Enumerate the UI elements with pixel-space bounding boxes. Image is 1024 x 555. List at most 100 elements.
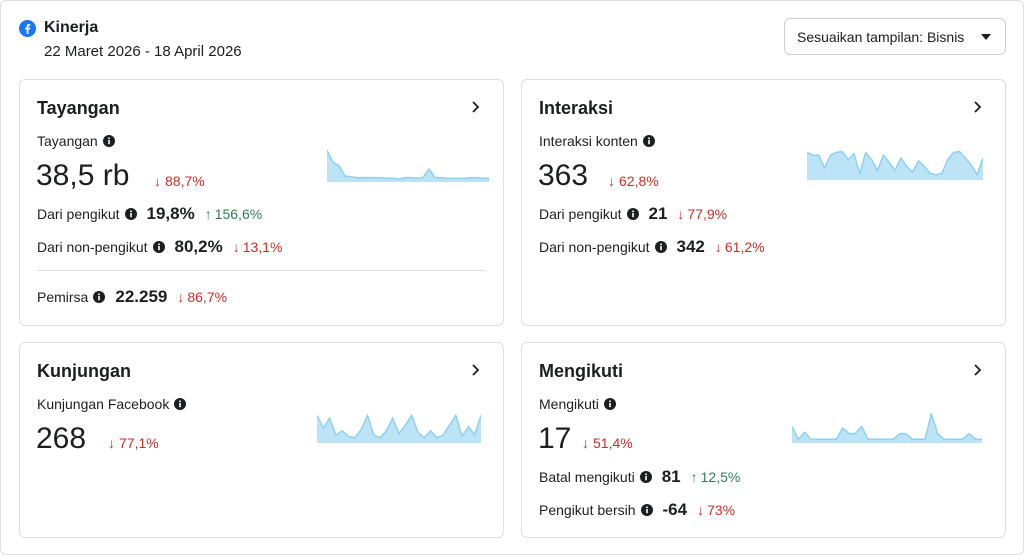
metric-label: Kunjungan Facebook — [37, 396, 187, 412]
sub-metric-row: Dari pengikut 21 ↓ 77,9% — [539, 204, 727, 224]
arrow-down-icon: ↓ — [608, 173, 615, 189]
sparkline-line — [792, 413, 982, 441]
info-icon[interactable] — [102, 135, 115, 147]
info-icon[interactable] — [174, 398, 187, 410]
info-icon[interactable] — [603, 398, 616, 410]
sub-metric-label: Batal mengikuti — [539, 469, 635, 485]
metric-delta-value: 62,8% — [619, 173, 659, 189]
metric-delta-value: 77,1% — [119, 435, 159, 451]
sub-metric-delta: ↑ 12,5% — [691, 469, 741, 485]
metric-value: 363 — [538, 159, 589, 192]
sub-metric-label: Dari pengikut — [37, 206, 120, 222]
customize-view-dropdown[interactable]: Sesuaikan tampilan: Bisnis — [784, 18, 1006, 55]
card-title: Tayangan — [37, 98, 120, 118]
sub-metric-row: Dari non-pengikut 80,2% ↓ 13,1% — [37, 237, 282, 257]
divider — [37, 270, 486, 271]
sub-metric-value: 80,2% — [174, 237, 223, 256]
sparkline — [317, 413, 481, 443]
page-title: Kinerja — [44, 19, 99, 36]
chevron-right-icon[interactable] — [469, 100, 483, 114]
sub-metric-delta: ↓ 73% — [697, 502, 735, 518]
info-icon[interactable] — [93, 291, 106, 303]
sub-metric-label: Dari non-pengikut — [37, 239, 148, 255]
arrow-down-icon: ↓ — [177, 289, 185, 305]
sub-metric-delta: ↓ 13,1% — [233, 239, 283, 255]
sparkline-area — [792, 414, 982, 443]
sub-metric-row: Batal mengikuti 81 ↑ 12,5% — [539, 467, 740, 487]
sub-metric-label: Pemirsa — [37, 289, 89, 305]
sub-metric-delta-value: 156,6% — [214, 206, 263, 222]
sub-metric-delta: ↓ 61,2% — [715, 239, 765, 255]
date-range: 22 Maret 2026 - 18 April 2026 — [44, 43, 242, 60]
arrow-up-icon: ↑ — [204, 206, 212, 222]
metric-label-text: Mengikuti — [539, 396, 599, 412]
sub-metric-value: 21 — [648, 204, 668, 223]
sparkline — [327, 150, 489, 182]
info-icon[interactable] — [639, 471, 652, 483]
metric-label-text: Tayangan — [37, 133, 98, 149]
sub-metric-delta-value: 61,2% — [724, 239, 765, 255]
info-icon[interactable] — [642, 135, 655, 147]
info-icon[interactable] — [626, 208, 639, 220]
sparkline — [807, 150, 983, 180]
card-interaksi[interactable]: Interaksi Interaksi konten 363 ↓ 62,8% D… — [521, 79, 1006, 326]
arrow-down-icon: ↓ — [582, 435, 589, 451]
caret-down-icon — [981, 34, 991, 40]
arrow-down-icon: ↓ — [154, 173, 161, 189]
sub-metric-value: 342 — [676, 237, 705, 256]
sub-metric-value: 22.259 — [115, 287, 168, 306]
panel-header: Kinerja 22 Maret 2026 - 18 April 2026 — [19, 19, 242, 60]
sub-metric-delta-value: 13,1% — [242, 239, 283, 255]
metric-value: 268 — [36, 422, 87, 455]
sub-metric-delta: ↓ 86,7% — [177, 289, 227, 305]
sub-metric-delta: ↑ 156,6% — [205, 206, 262, 222]
sub-metric-row: Pengikut bersih -64 ↓ 73% — [539, 500, 735, 520]
info-icon[interactable] — [152, 241, 165, 253]
metric-value: 17 — [538, 422, 572, 455]
sub-metric-row: Dari non-pengikut 342 ↓ 61,2% — [539, 237, 765, 257]
sparkline-area — [327, 150, 489, 182]
chevron-right-icon[interactable] — [971, 100, 985, 114]
card-mengikuti[interactable]: Mengikuti Mengikuti 17 ↓ 51,4% Batal men… — [521, 342, 1006, 538]
customize-view-label: Sesuaikan tampilan: Bisnis — [797, 28, 965, 45]
card-title: Interaksi — [539, 98, 614, 118]
card-kunjungan[interactable]: Kunjungan Kunjungan Facebook 268 ↓ 77,1% — [19, 342, 504, 538]
sub-metric-label: Dari pengikut — [539, 206, 622, 222]
metric-delta-value: 51,4% — [593, 435, 633, 451]
metric-label: Mengikuti — [539, 396, 616, 412]
metric-value: 38,5 rb — [36, 159, 130, 192]
viewers-row: Pemirsa 22.259 ↓ 86,7% — [37, 287, 227, 307]
sub-metric-delta-value: 86,7% — [187, 289, 228, 305]
card-tayangan[interactable]: Tayangan Tayangan 38,5 rb ↓ 88,7% Dari p… — [19, 79, 504, 326]
sub-metric-row: Dari pengikut 19,8% ↑ 156,6% — [37, 204, 262, 224]
sub-metric-delta-value: 77,9% — [687, 206, 728, 222]
sub-metric-value: 19,8% — [146, 204, 195, 223]
sparkline-line — [807, 150, 983, 177]
chevron-right-icon[interactable] — [971, 363, 985, 377]
sub-metric-delta: ↓ 77,9% — [677, 206, 727, 222]
sparkline — [792, 413, 982, 443]
sub-metric-value: -64 — [662, 500, 688, 519]
arrow-down-icon: ↓ — [677, 206, 685, 222]
sub-metric-delta-value: 73% — [707, 502, 736, 518]
info-icon[interactable] — [640, 504, 653, 516]
sparkline-line — [317, 413, 481, 439]
metric-delta: ↓ 51,4% — [582, 435, 633, 451]
arrow-up-icon: ↑ — [690, 469, 698, 485]
metric-delta: ↓ 77,1% — [108, 435, 159, 451]
info-icon[interactable] — [124, 208, 137, 220]
chevron-right-icon[interactable] — [469, 363, 483, 377]
sparkline-line — [327, 150, 489, 180]
sub-metric-label: Dari non-pengikut — [539, 239, 650, 255]
arrow-down-icon: ↓ — [108, 435, 115, 451]
sub-metric-delta-value: 12,5% — [700, 469, 741, 485]
sub-metric-value: 81 — [661, 467, 681, 486]
metric-delta: ↓ 62,8% — [608, 173, 659, 189]
metric-delta-value: 88,7% — [165, 173, 205, 189]
arrow-down-icon: ↓ — [232, 239, 240, 255]
card-title: Kunjungan — [37, 361, 131, 381]
info-icon[interactable] — [654, 241, 667, 253]
metric-label: Tayangan — [37, 133, 115, 149]
metric-label-text: Interaksi konten — [539, 133, 638, 149]
